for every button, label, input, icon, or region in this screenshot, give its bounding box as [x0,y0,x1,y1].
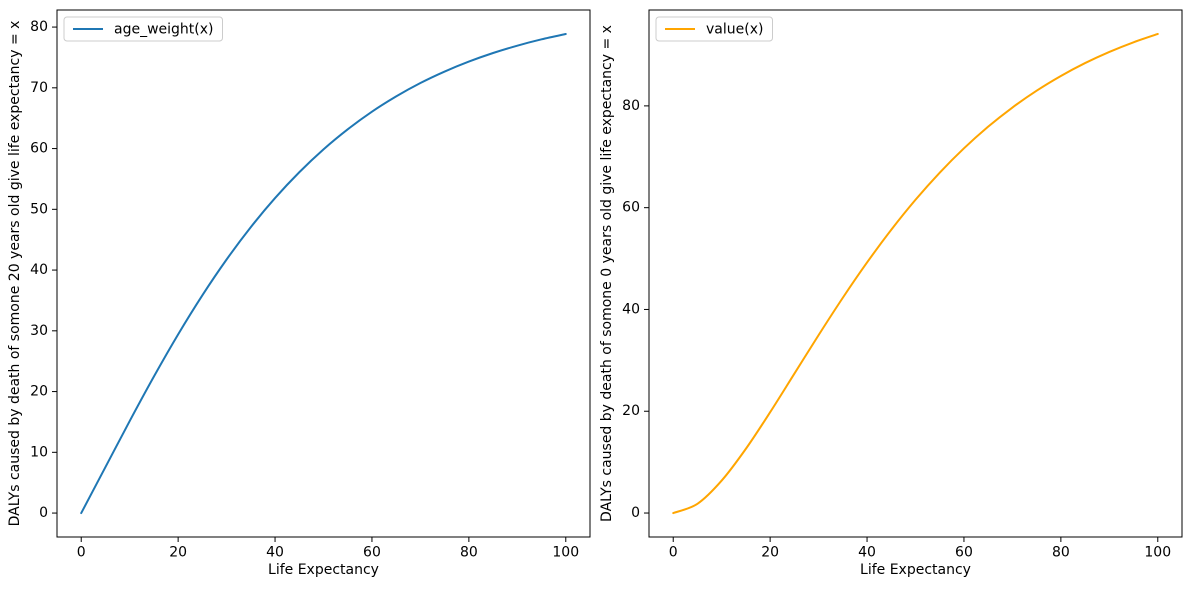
legend: age_weight(x) [63,16,223,42]
x-tick-label: 60 [363,545,381,561]
y-tick-label: 40 [622,301,640,317]
y-tick-label: 0 [39,505,48,521]
legend-label: age_weight(x) [114,22,214,38]
x-tick-label: 40 [858,545,876,561]
x-tick-label: 100 [552,545,579,561]
y-tick-label: 0 [631,505,640,521]
legend-box [655,16,773,42]
y-tick-label: 20 [30,384,48,400]
x-tick-label: 20 [761,545,779,561]
legend-label: value(x) [706,22,763,38]
y-tick-label: 50 [30,201,48,217]
age-weight-x-line [80,33,567,515]
x-tick-label: 40 [266,545,284,561]
y-axis-title: DALYs caused by death of somone 0 years … [599,25,615,522]
x-axis-title: Life Expectancy [268,562,379,578]
x-axis: 0 20 40 60 80 100 [77,537,579,561]
y-tick-label: 60 [622,200,640,216]
value-x-line [672,32,1159,515]
legend-box [63,16,223,42]
y-axis-title: DALYs caused by death of somone 20 years… [7,21,23,527]
x-axis: 0 20 40 60 80 100 [669,537,1171,561]
x-tick-label: 0 [669,545,678,561]
y-axis: 0 10 20 30 40 50 60 70 80 [30,19,57,521]
y-tick-label: 40 [30,262,48,278]
axes-frame [56,9,591,538]
x-tick-label: 0 [77,545,86,561]
left-chart: 0 20 40 60 80 100 0 10 20 30 40 50 60 70 80 Life Expect… [7,9,591,578]
x-tick-label: 60 [955,545,973,561]
x-tick-label: 20 [169,545,187,561]
y-tick-label: 80 [622,98,640,114]
x-tick-label: 80 [460,545,478,561]
y-tick-label: 70 [30,80,48,96]
x-tick-label: 100 [1144,545,1171,561]
y-tick-label: 80 [30,19,48,35]
y-tick-label: 30 [30,323,48,339]
right-chart: 0 20 40 60 80 100 0 20 40 60 80 Life Expectancy DALY… [599,9,1183,578]
y-tick-label: 10 [30,444,48,460]
x-tick-label: 80 [1052,545,1070,561]
legend: value(x) [655,16,773,42]
y-axis: 0 20 40 60 80 [622,98,649,521]
x-axis-title: Life Expectancy [860,562,971,578]
y-tick-label: 60 [30,141,48,157]
axes-frame [648,9,1183,538]
y-tick-label: 20 [622,403,640,419]
